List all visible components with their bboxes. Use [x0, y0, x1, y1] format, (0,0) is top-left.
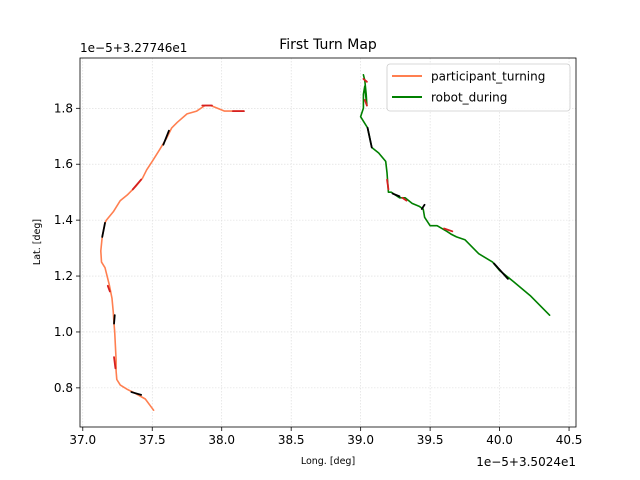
y-tick-label: 1.4 — [54, 213, 73, 227]
x-tick-label: 39.0 — [347, 433, 374, 447]
highlight-segment — [362, 78, 368, 83]
y-axis-label: Lat. [deg] — [32, 219, 43, 265]
x-axis-label: Long. [deg] — [301, 456, 355, 467]
y-axis-ticks: 0.8 1.0 1.2 1.4 1.6 1.8 — [54, 101, 80, 395]
highlight-segment — [366, 126, 373, 149]
y-tick-label: 0.8 — [54, 381, 73, 395]
y-tick-label: 1.8 — [54, 101, 73, 115]
highlight-segment — [130, 391, 143, 396]
highlight-segment — [113, 314, 116, 325]
highlight-segment — [162, 129, 170, 146]
x-axis-ticks: 37.0 37.5 38.0 38.5 39.0 39.5 40.0 40.5 — [69, 427, 582, 447]
highlight-segment — [106, 284, 111, 293]
highlight-segment — [443, 227, 454, 233]
plot-frame — [79, 57, 577, 428]
highlight-segment — [363, 99, 368, 107]
highlight-segment — [113, 356, 117, 370]
highlight-segments — [101, 78, 509, 396]
x-tick-label: 37.5 — [139, 433, 166, 447]
y-tick-label: 1.6 — [54, 157, 73, 171]
legend-box — [386, 63, 571, 112]
highlight-segment — [401, 196, 408, 202]
grid-lines — [80, 58, 576, 427]
x-tick-label: 40.5 — [556, 433, 583, 447]
x-tick-label: 39.5 — [417, 433, 444, 447]
highlight-segment — [391, 192, 401, 198]
highlight-segment — [386, 178, 390, 191]
legend-label-participant-turning: participant_turning — [431, 70, 545, 84]
highlight-segment — [101, 222, 106, 238]
y-offset-label: 1e−5+3.27746e1 — [80, 41, 187, 55]
x-tick-label: 38.5 — [278, 433, 305, 447]
highlight-segment — [493, 262, 509, 280]
legend: participant_turning robot_during — [386, 63, 571, 112]
x-offset-label: 1e−5+3.5024e1 — [476, 455, 576, 469]
chart-title: First Turn Map — [279, 37, 377, 53]
series-line-robot-during — [359, 74, 551, 317]
legend-label-robot-during: robot_during — [431, 91, 507, 105]
y-tick-label: 1.2 — [54, 269, 73, 283]
y-tick-label: 1.0 — [54, 325, 73, 339]
x-tick-label: 37.0 — [69, 433, 96, 447]
highlight-segment — [131, 178, 143, 191]
x-tick-label: 40.0 — [486, 433, 513, 447]
highlight-segment — [420, 203, 426, 210]
x-tick-label: 38.0 — [208, 433, 235, 447]
